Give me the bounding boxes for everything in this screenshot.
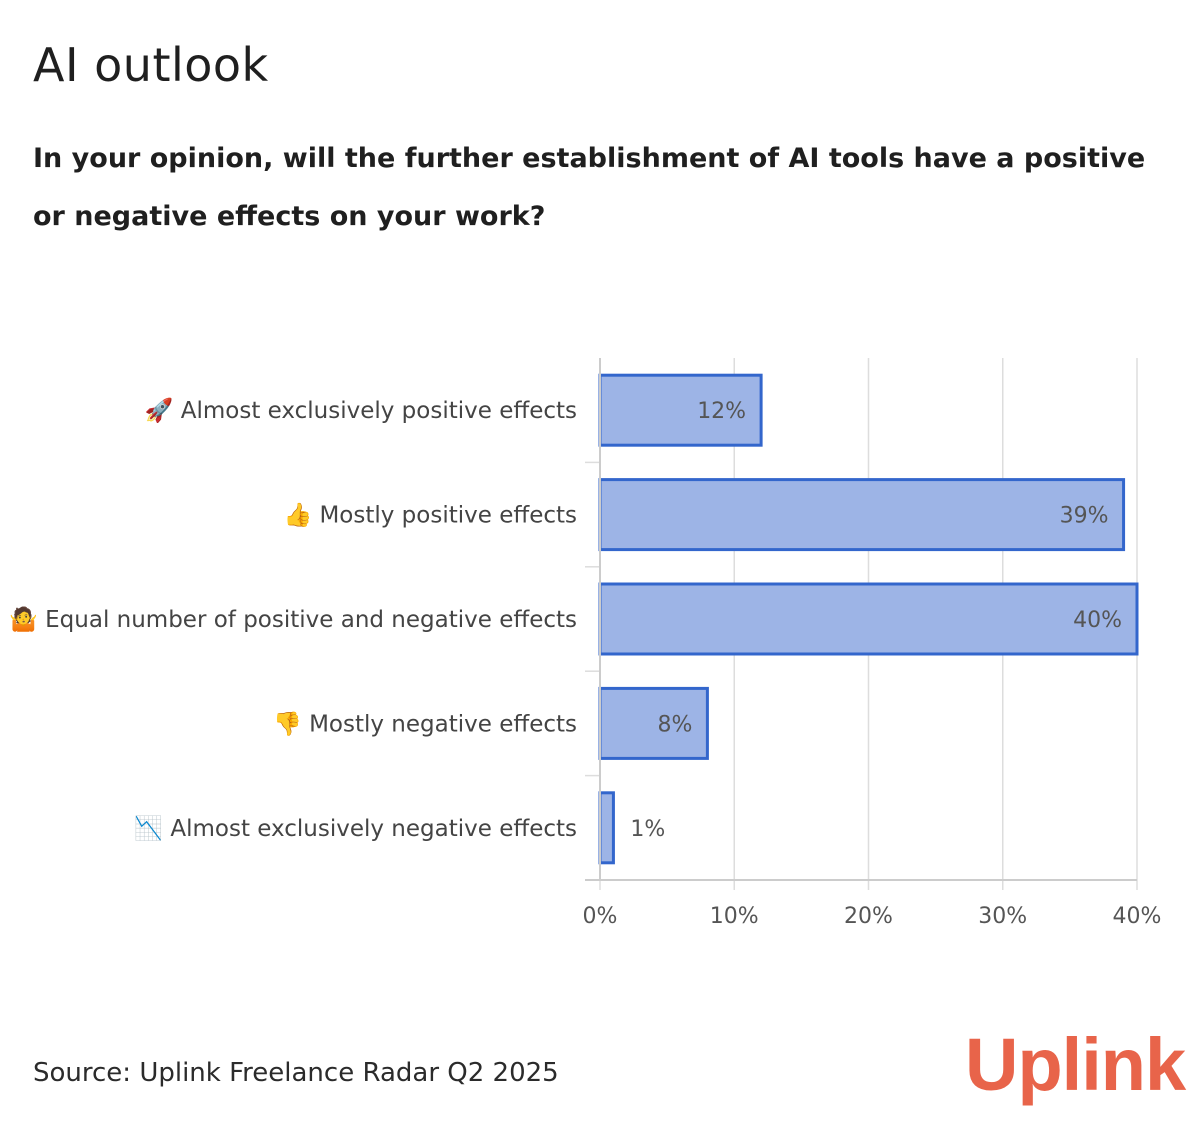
bar [598,478,1126,552]
x-tick-label: 30% [978,904,1027,929]
category-label: 👎 Mostly negative effects [273,710,577,737]
bar-data-label: 8% [657,712,692,737]
brand-logo: Uplink [965,1023,1186,1106]
chart-title: AI outlook [33,38,269,92]
category-label: 📉 Almost exclusively negative effects [134,815,577,842]
x-tick-label: 10% [710,904,759,929]
x-tick-label: 40% [1113,904,1162,929]
category-label: 🤷 Equal number of positive and negative … [9,605,577,633]
bar-data-label: 1% [630,817,665,842]
x-tick-label: 20% [844,904,893,929]
category-label: 👍 Mostly positive effects [284,502,578,529]
bar-data-label: 39% [1060,504,1109,529]
bar [598,582,1139,656]
bar-data-label: 12% [697,399,746,424]
category-label: 🚀 Almost exclusively positive effects [145,397,577,424]
bar-data-label: 40% [1073,608,1122,633]
x-tick-label: 0% [583,904,618,929]
chart-subtitle: In your opinion, will the further establ… [33,143,1146,232]
bar [598,791,615,865]
bar-chart: 0% 10% 20% 30% 40% 12% 🚀 Almost exclusively po… [9,358,1162,929]
source-note: Source: Uplink Freelance Radar Q2 2025 [33,1058,559,1088]
